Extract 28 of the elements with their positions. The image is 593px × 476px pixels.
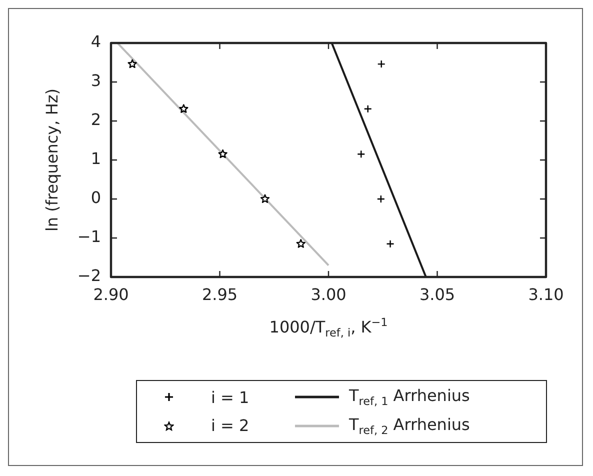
point — [376, 194, 386, 204]
point — [357, 150, 366, 158]
y-tick-label: 1 — [90, 149, 101, 168]
x-tick-label: 3.10 — [528, 284, 564, 304]
legend-label: i = 1 — [211, 388, 250, 407]
y-tick-label: 3 — [90, 71, 101, 90]
y-tick-label: −1 — [77, 227, 101, 246]
point — [386, 240, 394, 248]
legend-label: T$_{ref, 1}$ Arrhenius — [349, 386, 470, 408]
x-tick-label: 3.05 — [419, 284, 456, 304]
point — [377, 60, 386, 68]
legend-label: i = 2 — [211, 416, 250, 436]
point — [260, 194, 270, 203]
point — [364, 104, 372, 114]
x-tick-label: 2.95 — [202, 284, 238, 304]
y-tick-label: 0 — [90, 188, 101, 208]
legend-label: T$_{ref, 2}$ Arrhenius — [349, 414, 470, 437]
point — [179, 104, 188, 113]
x-axis-title: 1000/T$_{ref, i}$, K$^{−1}$ — [268, 316, 389, 340]
x-tick-label: 2.90 — [93, 284, 129, 304]
y-tick-label: 2 — [90, 110, 101, 130]
y-tick-label: 4 — [90, 32, 101, 52]
point — [296, 239, 306, 248]
x-tick-label: 3.00 — [310, 284, 346, 304]
point — [128, 59, 137, 68]
y-tick-label: −2 — [77, 266, 101, 286]
point — [218, 149, 228, 158]
y-axis-title: ln (frequency, Hz) — [42, 88, 62, 232]
